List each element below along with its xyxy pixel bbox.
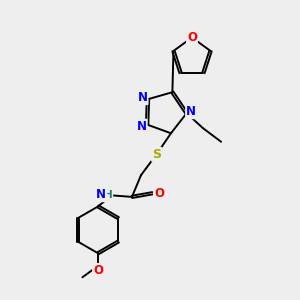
Text: N: N (138, 91, 148, 104)
Text: O: O (93, 264, 103, 277)
Text: S: S (152, 148, 161, 161)
Text: O: O (187, 31, 197, 44)
Text: N: N (137, 120, 147, 133)
Text: N: N (186, 105, 196, 118)
Text: H: H (103, 190, 112, 200)
Text: O: O (154, 187, 164, 200)
Text: N: N (96, 188, 106, 201)
